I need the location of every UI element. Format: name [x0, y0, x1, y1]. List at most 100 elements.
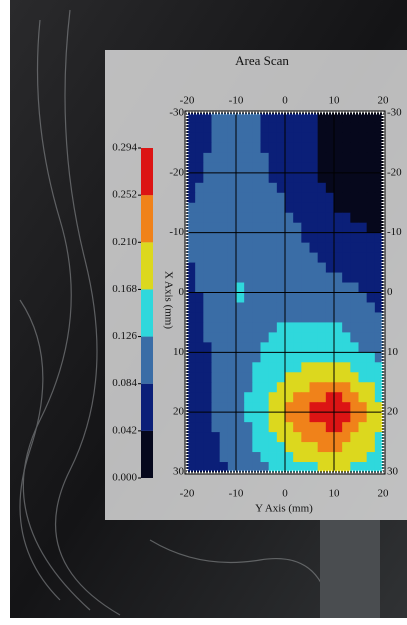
- contour-cell: [285, 142, 294, 154]
- contour-cell: [342, 392, 351, 403]
- contour-cell: [187, 262, 196, 273]
- contour-cell: [195, 452, 204, 463]
- contour-cell: [195, 152, 204, 164]
- contour-cell: [252, 352, 261, 363]
- contour-cell: [244, 142, 253, 154]
- contour-cell: [252, 142, 261, 154]
- contour-cell: [268, 262, 278, 273]
- contour-cell: [334, 342, 343, 353]
- contour-cell: [374, 372, 384, 383]
- contour-cell: [325, 402, 335, 413]
- contour-cell: [260, 322, 270, 333]
- contour-cell: [325, 272, 335, 283]
- contour-cell: [268, 372, 278, 383]
- contour-cell: [260, 182, 270, 194]
- contour-cell: [203, 182, 212, 194]
- contour-cell: [203, 262, 212, 273]
- contour-cell: [334, 402, 343, 413]
- contour-cell: [211, 372, 221, 383]
- contour-cell: [350, 202, 359, 214]
- contour-cell: [260, 462, 270, 473]
- contour-cell: [260, 432, 270, 443]
- contour-cell: [236, 242, 245, 254]
- contour-cell: [309, 252, 319, 263]
- contour-cell: [342, 302, 351, 313]
- contour-cell: [350, 272, 359, 283]
- contour-cell: [317, 162, 327, 174]
- contour-cell: [301, 422, 310, 433]
- x-tick-label: 10: [329, 95, 341, 107]
- contour-cell: [219, 412, 229, 423]
- contour-cell: [309, 382, 319, 393]
- contour-cell: [317, 282, 327, 293]
- contour-cell: [187, 222, 196, 234]
- contour-cell: [366, 252, 376, 263]
- y-tick-label: 30: [173, 466, 185, 478]
- contour-cell: [301, 432, 310, 443]
- contour-cell: [244, 302, 253, 313]
- contour-cell: [219, 232, 229, 244]
- contour-cell: [244, 402, 253, 413]
- contour-cell: [374, 292, 384, 303]
- contour-cell: [195, 422, 204, 433]
- contour-cell: [334, 152, 343, 164]
- y-axis-label: X Axis (mm): [162, 271, 174, 329]
- contour-cell: [236, 422, 245, 433]
- contour-cell: [325, 212, 335, 224]
- contour-cell: [366, 362, 376, 373]
- contour-cell: [350, 212, 359, 224]
- contour-cell: [219, 362, 229, 373]
- contour-cell: [211, 212, 221, 224]
- contour-cell: [309, 162, 319, 174]
- contour-cell: [203, 392, 212, 403]
- contour-cell: [366, 422, 376, 433]
- contour-cell: [211, 202, 221, 214]
- contour-cell: [285, 222, 294, 234]
- contour-cell: [301, 322, 310, 333]
- contour-cell: [268, 142, 278, 154]
- contour-cell: [268, 402, 278, 413]
- contour-cell: [317, 272, 327, 283]
- contour-cell: [236, 152, 245, 164]
- contour-cell: [203, 412, 212, 423]
- contour-cell: [268, 382, 278, 393]
- contour-cell: [260, 232, 270, 244]
- contour-cell: [268, 172, 278, 184]
- contour-cell: [350, 172, 359, 184]
- contour-cell: [244, 392, 253, 403]
- contour-cell: [342, 132, 351, 144]
- contour-cell: [358, 382, 368, 393]
- x-tick-label: -10: [229, 488, 244, 500]
- contour-cell: [236, 142, 245, 154]
- contour-cell: [317, 452, 327, 463]
- contour-cell: [358, 113, 368, 124]
- contour-cell: [342, 162, 351, 174]
- contour-cell: [309, 392, 319, 403]
- contour-cell: [358, 202, 368, 214]
- contour-cell: [252, 312, 261, 323]
- contour-cell: [211, 302, 221, 313]
- contour-cell: [366, 172, 376, 184]
- contour-cell: [203, 302, 212, 313]
- contour-cell: [244, 332, 253, 343]
- contour-cell: [309, 362, 319, 373]
- contour-cell: [366, 192, 376, 204]
- contour-cell: [227, 252, 237, 263]
- contour-cell: [195, 113, 204, 124]
- contour-cell: [325, 222, 335, 234]
- contour-cell: [285, 272, 294, 283]
- contour-cell: [325, 132, 335, 144]
- contour-cell: [211, 222, 221, 234]
- contour-cell: [227, 432, 237, 443]
- contour-cell: [317, 382, 327, 393]
- y-tick-label: 30: [387, 466, 399, 478]
- contour-cell: [309, 192, 319, 204]
- contour-cell: [301, 392, 310, 403]
- contour-cell: [350, 452, 359, 463]
- contour-cell: [293, 382, 302, 393]
- contour-cell: [219, 252, 229, 263]
- contour-cell: [358, 442, 368, 453]
- contour-cell: [325, 252, 335, 263]
- contour-cell: [301, 252, 310, 263]
